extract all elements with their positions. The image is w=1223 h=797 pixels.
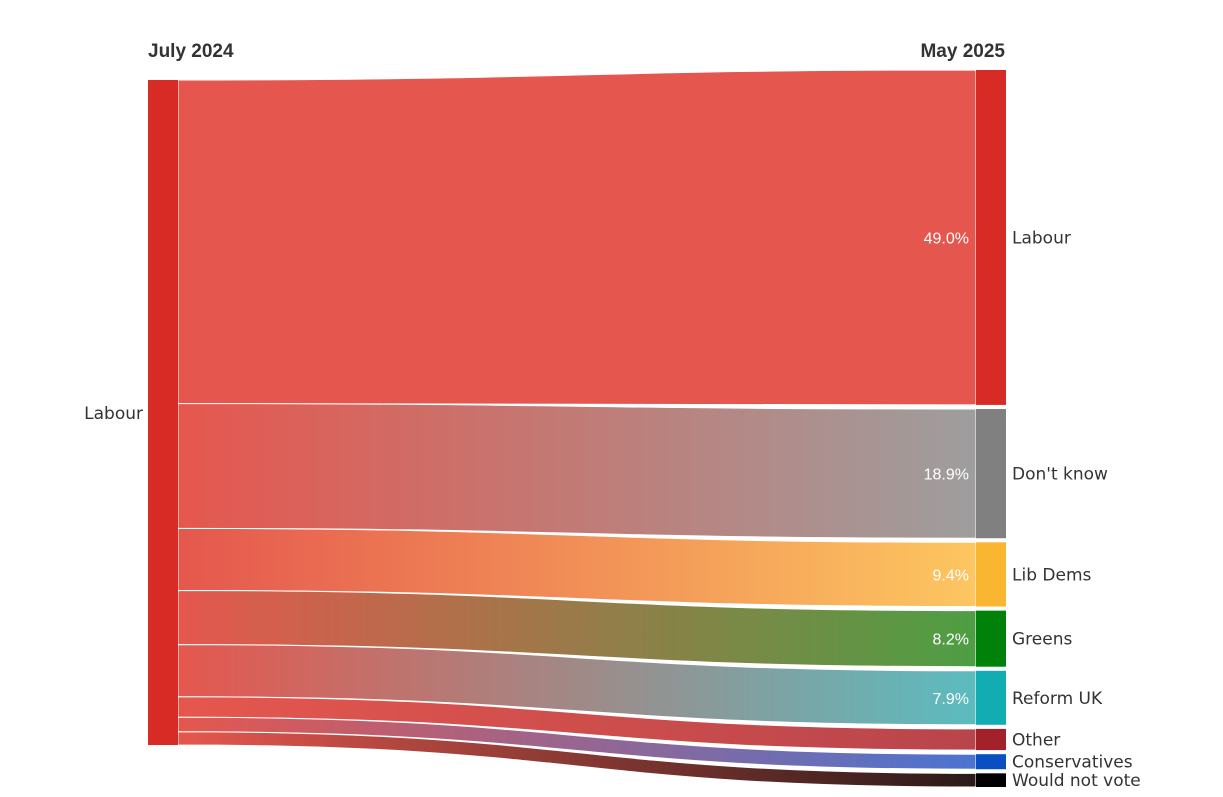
flow-greens	[177, 589, 977, 668]
target-label-other: Other	[1012, 730, 1060, 750]
left-header: July 2024	[148, 41, 234, 62]
target-node-lib-dems	[976, 542, 1006, 607]
right-header: May 2025	[920, 41, 1005, 62]
flow-don-t-know	[177, 403, 977, 539]
source-node-label: Labour	[84, 404, 143, 424]
target-node-other	[976, 728, 1006, 751]
target-node-don-t-know	[976, 409, 1006, 539]
nodes	[148, 70, 1006, 787]
flow-links	[177, 69, 977, 788]
target-node-reform-uk	[976, 670, 1006, 725]
flow-reform-uk	[177, 644, 977, 726]
target-labels: Labour 49.0% Don't know 18.9% Lib Dems 9.4% Gr…	[924, 228, 1141, 791]
target-label-greens: Greens	[1012, 630, 1072, 650]
target-label-conservatives: Conservatives	[1012, 753, 1133, 773]
target-node-labour	[976, 70, 1006, 405]
target-label-lib-dems: Lib Dems	[1012, 565, 1091, 585]
flow-conservatives	[177, 716, 977, 770]
target-label-would-not-vote: Would not vote	[1012, 771, 1141, 791]
flow-labour	[177, 69, 977, 406]
target-node-would-not-vote	[976, 773, 1006, 787]
target-label-reform-uk: Reform UK	[1012, 689, 1103, 709]
flow-lib-dems	[177, 527, 977, 608]
source-node-labour	[148, 80, 178, 745]
target-node-conservatives	[976, 754, 1006, 770]
target-label-labour: Labour	[1012, 228, 1071, 248]
percent-label-labour: 49.0%	[924, 230, 969, 247]
percent-label-don-t-know: 18.9%	[924, 467, 969, 484]
percent-label-reform-uk: 7.9%	[933, 691, 969, 708]
target-label-don-t-know: Don't know	[1012, 465, 1108, 485]
percent-label-greens: 8.2%	[933, 632, 969, 649]
percent-label-lib-dems: 9.4%	[933, 567, 969, 584]
target-node-greens	[976, 610, 1006, 667]
flow-other	[177, 696, 977, 751]
